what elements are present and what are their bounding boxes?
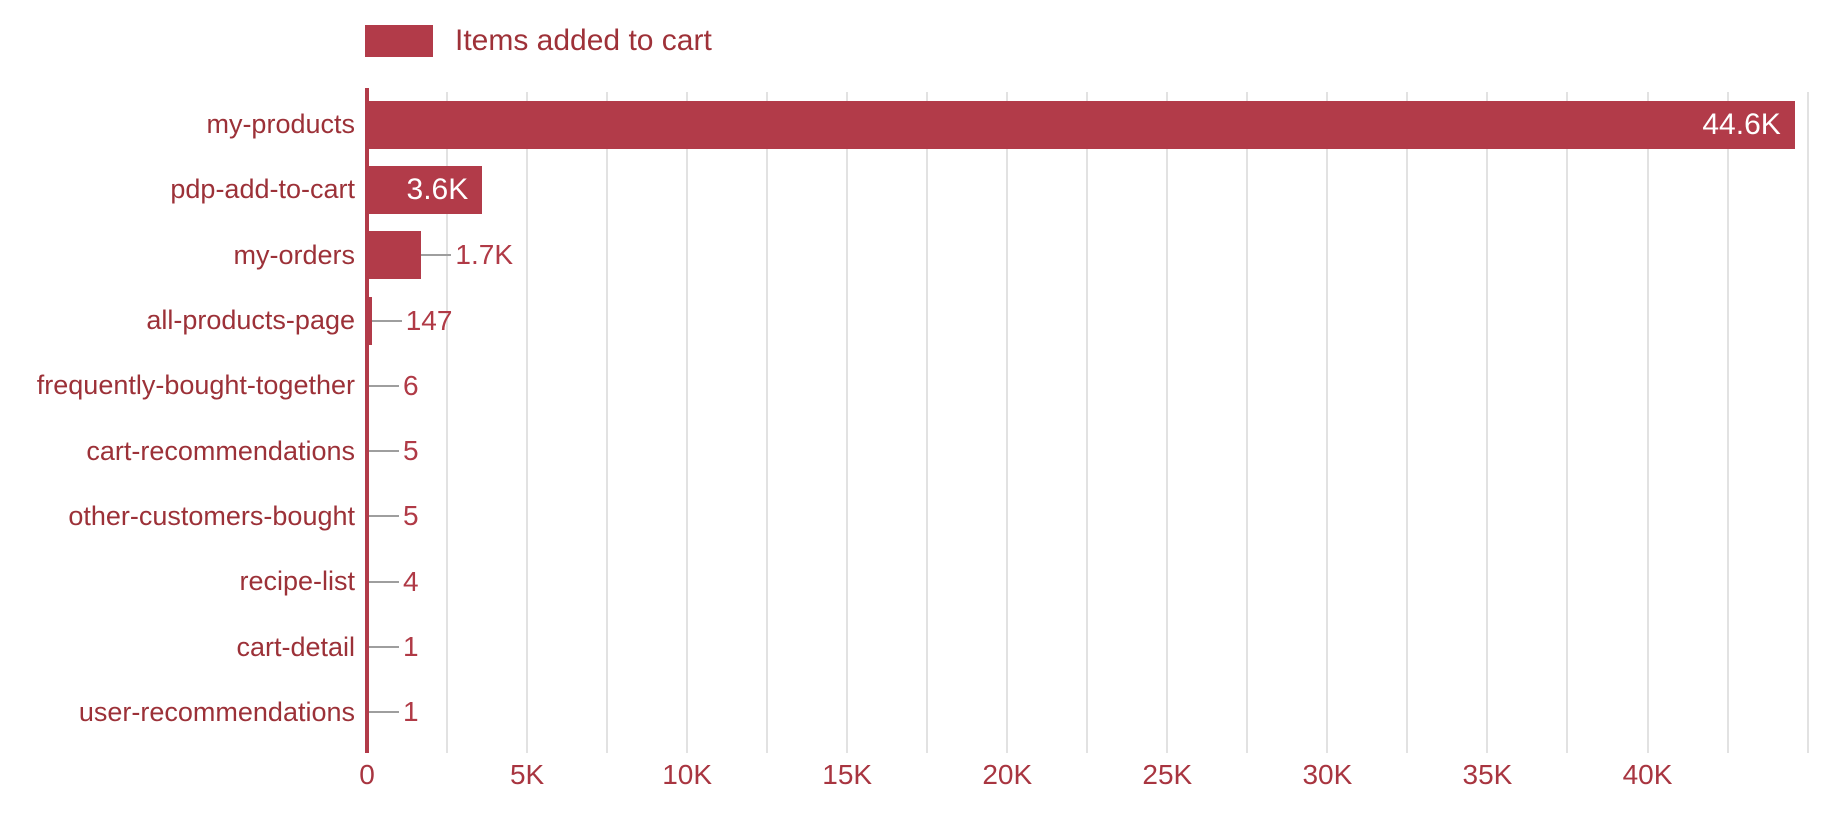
value-label: 44.6K — [1702, 107, 1781, 141]
leader-line — [369, 384, 399, 387]
gridline — [1726, 92, 1729, 753]
leader-line — [369, 711, 399, 714]
x-tick-label: 0 — [359, 759, 375, 790]
x-tick-label: 20K — [982, 759, 1033, 790]
bar[interactable] — [367, 231, 422, 280]
gridline — [1086, 92, 1089, 753]
zero-axis-line — [365, 88, 369, 753]
category-label: all-products-page — [146, 305, 355, 336]
x-tick-label: 5K — [509, 759, 545, 790]
x-tick-label: 35K — [1462, 759, 1513, 790]
leader-line — [369, 580, 399, 583]
legend-swatch-icon — [365, 25, 433, 57]
category-label: recipe-list — [239, 566, 355, 597]
category-label: cart-recommendations — [86, 435, 355, 466]
bar[interactable] — [367, 557, 369, 606]
x-tick-label: 30K — [1302, 759, 1353, 790]
gridline — [1006, 92, 1009, 753]
value-label: 1 — [403, 631, 419, 663]
x-tick-label: 25K — [1142, 759, 1193, 790]
bar[interactable] — [367, 165, 483, 214]
bar[interactable] — [367, 492, 369, 541]
category-label: frequently-bought-together — [36, 370, 355, 401]
value-label: 6 — [403, 369, 419, 401]
bar[interactable] — [367, 361, 369, 410]
leader-line — [369, 646, 399, 649]
value-label: 147 — [405, 304, 453, 336]
x-tick-label: 10K — [662, 759, 713, 790]
gridline — [766, 92, 769, 753]
bar[interactable] — [367, 100, 1795, 149]
bar[interactable] — [367, 427, 369, 476]
gridline — [1806, 92, 1809, 753]
leader-line — [371, 319, 402, 322]
x-tick-label: 15K — [822, 759, 873, 790]
gridline — [1246, 92, 1249, 753]
gridline — [926, 92, 929, 753]
legend[interactable]: Items added to cart — [365, 25, 712, 57]
category-label: other-customers-bought — [68, 500, 355, 531]
gridline — [526, 92, 529, 753]
x-axis-ticks: 0 5K 10K 15K 20K 25K 30K 35K 40K — [359, 759, 1846, 795]
bar[interactable] — [367, 296, 372, 345]
value-label: 5 — [403, 435, 419, 467]
bar[interactable] — [367, 688, 369, 737]
category-axis: my-products pdp-add-to-cart my-orders all-p… — [0, 92, 355, 745]
gridline — [1566, 92, 1569, 753]
gridline — [606, 92, 609, 753]
value-label: 3.6K — [406, 172, 469, 206]
value-label: 4 — [403, 565, 419, 597]
gridline — [1166, 92, 1169, 753]
gridline — [846, 92, 849, 753]
leader-line — [369, 515, 399, 518]
leader-line — [421, 254, 452, 257]
plot-area: 44.6K 3.6K 1.7K 147 6 5 5 4 1 1 — [365, 88, 1846, 753]
gridline — [1646, 92, 1649, 753]
category-label: my-products — [206, 109, 355, 140]
bar[interactable] — [367, 623, 369, 672]
value-label: 5 — [403, 500, 419, 532]
gridline — [1486, 92, 1489, 753]
category-label: pdp-add-to-cart — [170, 174, 355, 205]
x-tick-label: 40K — [1622, 759, 1673, 790]
category-label: user-recommendations — [78, 696, 355, 727]
value-label: 1.7K — [455, 239, 514, 271]
value-label: 1 — [403, 696, 419, 728]
gridline — [446, 92, 449, 753]
legend-label: Items added to cart — [455, 24, 712, 57]
gridline — [686, 92, 689, 753]
gridline — [1326, 92, 1329, 753]
category-label: cart-detail — [236, 631, 355, 662]
category-label: my-orders — [233, 239, 355, 270]
gridline — [1406, 92, 1409, 753]
leader-line — [369, 450, 399, 453]
